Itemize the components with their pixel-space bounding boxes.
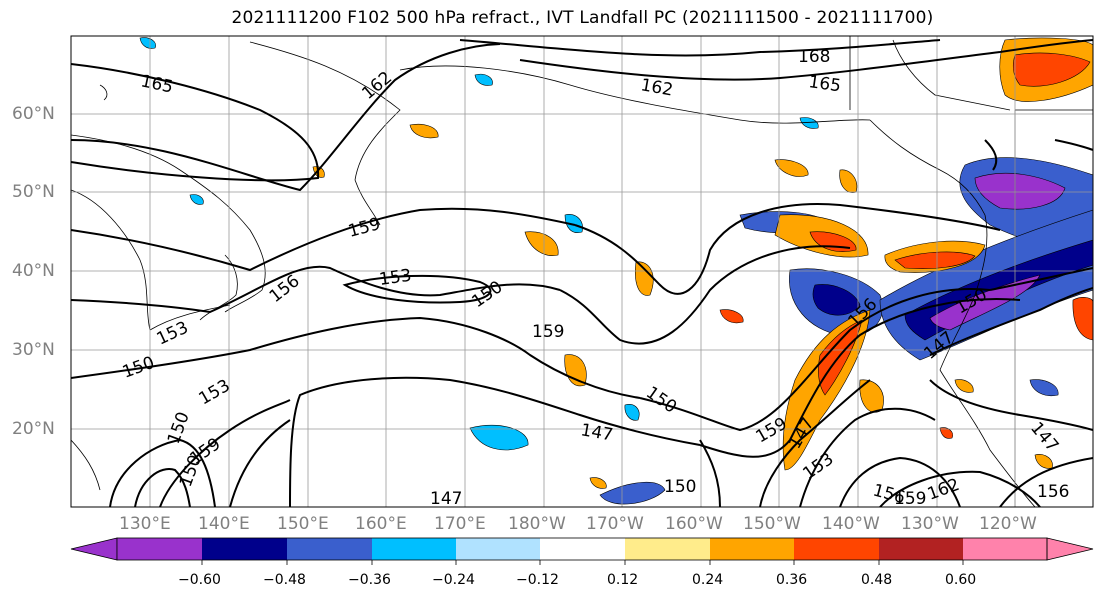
colorbar-segment	[202, 538, 287, 560]
colorbar-tick-label: −0.12	[516, 572, 559, 588]
lat-label: 20°N	[12, 419, 55, 439]
lon-label: 160°E	[355, 514, 407, 534]
contour-label: 150	[664, 477, 696, 497]
colorbar-tick-label: −0.24	[432, 572, 475, 588]
map-area	[71, 36, 1093, 507]
map-frame	[70, 35, 1094, 508]
contour-label: 153	[378, 266, 413, 290]
colorbar-tick-label: 0.48	[861, 572, 893, 588]
lon-label: 170°W	[586, 514, 644, 534]
colorbar-segment	[117, 538, 202, 560]
lat-label: 60°N	[12, 104, 55, 124]
colorbar-tick-label: −0.36	[348, 572, 391, 588]
lon-label: 150°E	[277, 514, 329, 534]
gridlines	[71, 36, 1093, 507]
colorbar-segment	[879, 538, 963, 560]
contour-label: 147	[430, 489, 462, 509]
colorbar-extend-high	[1046, 537, 1094, 561]
lon-label: 120°W	[979, 514, 1037, 534]
colorbar-tick-label: 0.36	[776, 572, 808, 588]
colorbar-segment	[287, 538, 372, 560]
lat-label: 50°N	[12, 182, 55, 202]
colorbar-tick-label: 0.60	[945, 572, 977, 588]
colorbar-segment	[963, 538, 1047, 560]
colorbar	[70, 537, 1094, 565]
lat-label: 40°N	[12, 261, 55, 281]
map-title: 2021111200 F102 500 hPa refract., IVT La…	[231, 8, 934, 28]
colorbar-tick-label: 0.12	[607, 572, 639, 588]
colorbar-segment	[372, 538, 456, 560]
lon-label: 170°E	[434, 514, 486, 534]
refractivity-contours	[71, 39, 1093, 507]
lon-label: 140°E	[198, 514, 250, 534]
lon-label: 130°E	[119, 514, 171, 534]
colorbar-segment	[625, 538, 710, 560]
contour-label: 168	[798, 47, 830, 67]
lon-label: 140°W	[822, 514, 880, 534]
colorbar-tick-label: −0.48	[263, 572, 306, 588]
lon-label: 180°W	[508, 514, 566, 534]
colorbar-tick-label: 0.24	[692, 572, 724, 588]
colorbar-tick-label: −0.60	[178, 572, 221, 588]
colorbar-extend-low	[70, 537, 118, 561]
contour-label: 159	[894, 489, 926, 509]
positive-anomaly-shading	[312, 37, 1093, 489]
colorbar-segment	[794, 538, 879, 560]
lon-label: 130°W	[901, 514, 959, 534]
colorbar-segment	[456, 538, 540, 560]
lat-label: 30°N	[12, 340, 55, 360]
contour-label: 165	[807, 72, 842, 96]
lon-label: 160°W	[665, 514, 723, 534]
lon-label: 150°W	[743, 514, 801, 534]
contour-label: 159	[532, 322, 564, 342]
colorbar-segment	[710, 538, 794, 560]
contour-label: 156	[1037, 482, 1069, 502]
colorbar-segment	[540, 538, 625, 560]
